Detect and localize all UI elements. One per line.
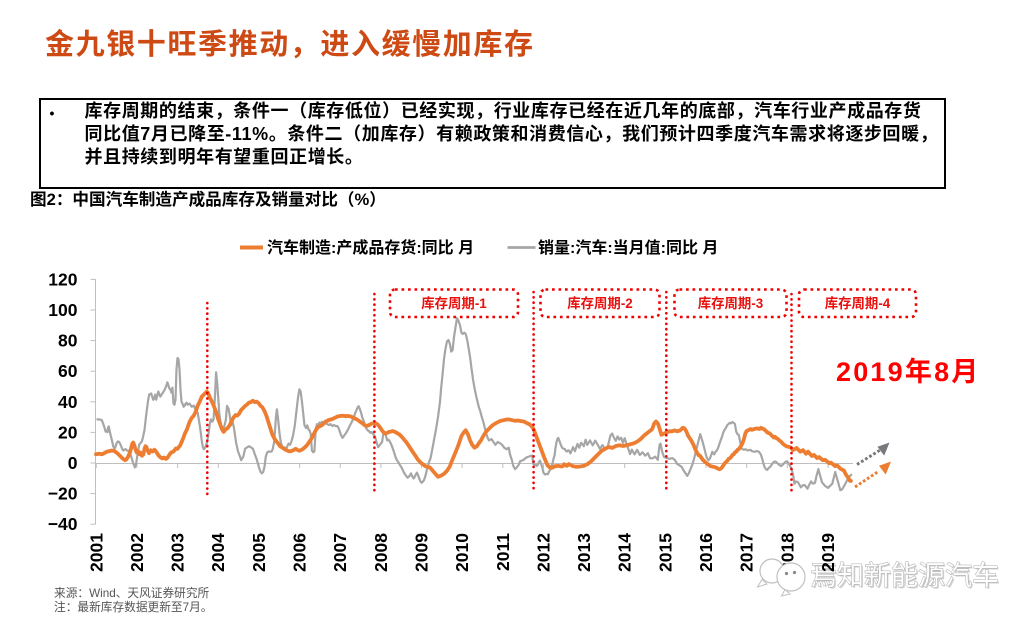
svg-text:100: 100 bbox=[48, 300, 77, 320]
svg-text:焉知新能源汽车: 焉知新能源汽车 bbox=[810, 561, 999, 591]
svg-text:库存周期-3: 库存周期-3 bbox=[698, 295, 763, 311]
svg-text:0: 0 bbox=[68, 453, 78, 473]
svg-text:2008: 2008 bbox=[371, 533, 391, 572]
svg-text:库存周期-2: 库存周期-2 bbox=[567, 295, 632, 311]
svg-text:2012: 2012 bbox=[533, 533, 553, 572]
svg-text:2003: 2003 bbox=[168, 533, 188, 572]
svg-text:2002: 2002 bbox=[127, 533, 147, 572]
svg-text:2001: 2001 bbox=[86, 533, 106, 572]
svg-text:2016: 2016 bbox=[696, 533, 716, 572]
svg-text:2017: 2017 bbox=[737, 533, 757, 572]
svg-text:2006: 2006 bbox=[290, 533, 310, 572]
svg-text:120: 120 bbox=[48, 269, 77, 289]
svg-text:2015: 2015 bbox=[655, 533, 675, 572]
svg-text:2019: 2019 bbox=[818, 533, 838, 572]
svg-text:−40: −40 bbox=[48, 514, 78, 534]
svg-text:2011: 2011 bbox=[493, 533, 513, 571]
svg-text:2019年8月: 2019年8月 bbox=[836, 357, 980, 387]
svg-text:60: 60 bbox=[58, 361, 78, 381]
svg-text:2004: 2004 bbox=[208, 533, 228, 572]
svg-text:−20: −20 bbox=[48, 484, 78, 504]
svg-text:2010: 2010 bbox=[452, 533, 472, 572]
svg-text:销量:汽车:当月值:同比 月: 销量:汽车:当月值:同比 月 bbox=[538, 238, 718, 257]
svg-text:2007: 2007 bbox=[330, 533, 350, 572]
svg-text:焉知新能源汽车: 焉知新能源汽车 bbox=[812, 563, 1001, 593]
svg-text:2013: 2013 bbox=[574, 533, 594, 572]
svg-text:2009: 2009 bbox=[412, 533, 432, 572]
svg-text:2005: 2005 bbox=[249, 533, 269, 572]
svg-text:2018: 2018 bbox=[777, 533, 797, 572]
svg-text:80: 80 bbox=[58, 331, 78, 351]
svg-text:汽车制造:产成品存货:同比 月: 汽车制造:产成品存货:同比 月 bbox=[267, 238, 474, 257]
svg-text:库存周期-1: 库存周期-1 bbox=[421, 295, 487, 311]
svg-text:20: 20 bbox=[58, 422, 78, 442]
svg-text:库存周期-4: 库存周期-4 bbox=[825, 295, 891, 311]
svg-text:40: 40 bbox=[58, 392, 78, 412]
svg-text:2014: 2014 bbox=[615, 533, 635, 572]
